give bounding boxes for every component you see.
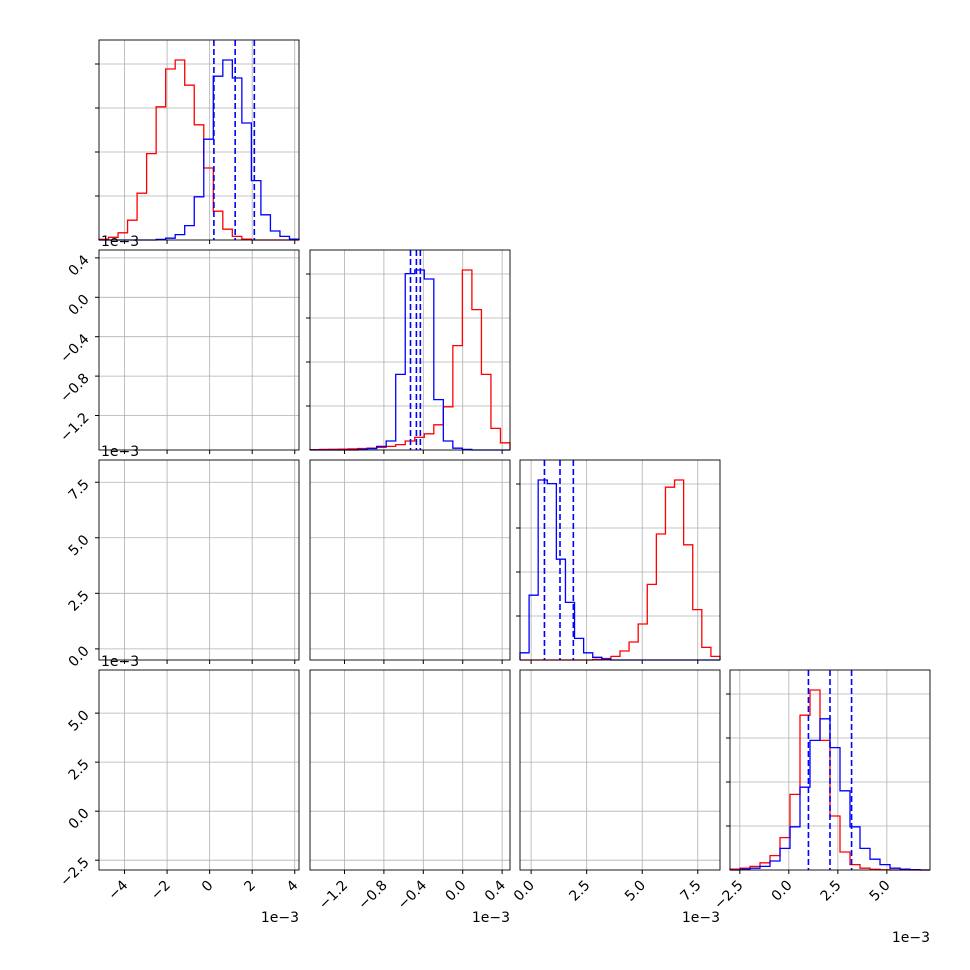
corner-plot: −4 −2 0 2 41e−3−1.2 −0.8 −0.4 0.0 0.41e−30.0 2.5 5… xyxy=(57,39,931,946)
